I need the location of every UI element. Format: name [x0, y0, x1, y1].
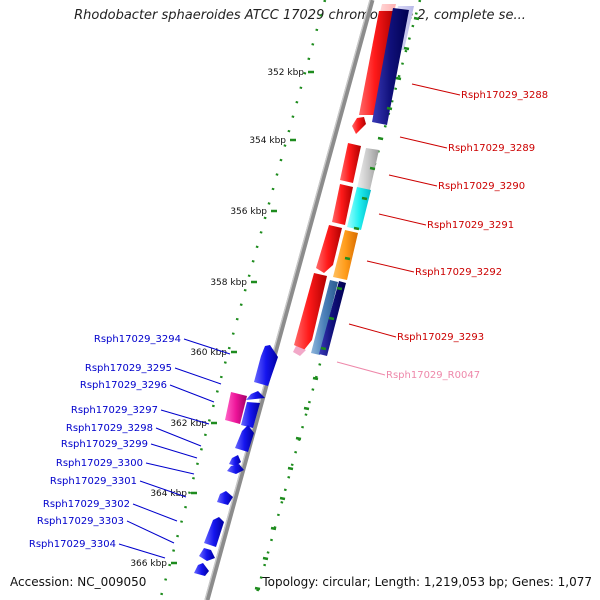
gene-leader-line: [399, 136, 448, 149]
gene-label[interactable]: Rsph17029_3289: [448, 143, 535, 154]
gene-leader-line: [150, 443, 198, 459]
kbp-tick-label: 362 kbp: [170, 419, 207, 429]
gene-label[interactable]: Rsph17029_3297: [71, 405, 158, 416]
outer-tick-mark: [279, 496, 286, 501]
gene-3299-arrow: [229, 455, 241, 466]
chromosome-backbone-highlight: [204, 0, 371, 600]
gene-3291-arrow: [332, 184, 353, 225]
outer-tick-mark: [270, 526, 277, 531]
gene-label[interactable]: Rsph17029_3304: [29, 539, 116, 550]
kbp-tick-label: 354 kbp: [249, 136, 286, 146]
gene-leader-line: [336, 361, 386, 376]
outer-tick-mark: [287, 466, 294, 471]
gene-label[interactable]: Rsph17029_3300: [56, 458, 143, 469]
gene-leader-line: [126, 520, 175, 544]
gene-3292-arrow: [316, 225, 342, 273]
gene-label[interactable]: Rsph17029_3302: [43, 499, 130, 510]
outer-tick-mark: [328, 316, 335, 321]
gene-3290-arrow: [340, 143, 361, 183]
outer-tick-mark: [254, 586, 261, 591]
gene-label[interactable]: Rsph17029_3292: [415, 267, 502, 278]
gene-leader-line: [145, 462, 195, 475]
outer-tick-mark: [303, 406, 310, 411]
gene-label[interactable]: Rsph17029_3303: [37, 516, 124, 527]
kbp-tick-label: 352 kbp: [267, 68, 304, 78]
gene-leader-line: [411, 83, 461, 96]
outer-tick-mark: [413, 16, 420, 21]
gene-leader-line: [118, 543, 166, 559]
gene-leader-line: [378, 213, 427, 226]
rna-R0047-mark: [293, 346, 306, 356]
gene-label[interactable]: Rsph17029_3288: [461, 90, 548, 101]
kbp-tick-label: 366 kbp: [130, 559, 167, 569]
gene-leader-line: [139, 480, 187, 498]
outer-tick-mark: [336, 286, 343, 291]
gene-label[interactable]: Rsph17029_3296: [80, 380, 167, 391]
accession-text: Accession: NC_009050: [10, 575, 147, 589]
gene-label[interactable]: Rsph17029_3298: [66, 423, 153, 434]
gene-3290-cog-bar: [357, 148, 379, 190]
gene-leader-line: [155, 427, 202, 447]
outer-tick-mark: [361, 196, 368, 201]
outer-tick-mark: [320, 346, 327, 351]
gene-3300-arrow: [227, 464, 244, 474]
kbp-tick-label: 364 kbp: [150, 489, 187, 499]
kbp-tick-group: 352 kbp 354 kbp 356 kbp 358 kbp 360 kbp 362 k…: [130, 16, 420, 591]
inner-guide-dots: [158, 0, 327, 600]
gene-label[interactable]: Rsph17029_3293: [397, 332, 484, 343]
outer-tick-mark: [386, 106, 393, 111]
gene-3304-arrow: [194, 563, 209, 576]
gene-label[interactable]: Rsph17029_3291: [427, 220, 514, 231]
gene-3288-arrow: [359, 11, 394, 115]
gene-3302-arrow: [204, 517, 224, 547]
summary-text: Topology: circular; Length: 1,219,053 bp…: [262, 575, 592, 589]
gene-3293-arrow: [294, 273, 327, 350]
right-gene-labels: Rsph17029_3288 Rsph17029_3289 Rsph17029_32…: [336, 83, 548, 381]
outer-tick-mark: [312, 376, 319, 381]
outer-tick-mark: [395, 76, 402, 81]
gene-label[interactable]: Rsph17029_3301: [50, 476, 137, 487]
gene-leader-line: [132, 503, 178, 522]
gene-leader-line: [160, 409, 210, 425]
gene-label[interactable]: Rsph17029_3294: [94, 334, 181, 345]
gene-leader-line: [348, 323, 397, 338]
chromosome-backbone: [204, 0, 375, 600]
gene-3292-cog-bar: [333, 230, 358, 280]
outer-tick-mark: [295, 436, 302, 441]
gene-leader-line: [183, 338, 231, 355]
outer-tick-mark: [377, 136, 384, 141]
gene-3296-arrow: [246, 391, 265, 400]
gene-3288-cog-bar: [372, 8, 409, 125]
gene-3301-arrow: [217, 491, 233, 505]
kbp-tick-label: 356 kbp: [230, 207, 267, 217]
left-gene-labels: Rsph17029_3294 Rsph17029_3295 Rsph17029_32…: [29, 334, 231, 559]
outer-tick-mark: [262, 556, 269, 561]
gene-3289-arrow: [352, 117, 366, 134]
gene-3297-arrow: [241, 402, 260, 428]
outer-tick-mark: [353, 226, 360, 231]
gene-3293-cog-bar-a: [311, 280, 338, 355]
gene-label[interactable]: Rsph17029_3295: [85, 363, 172, 374]
gene-3303-arrow: [199, 548, 215, 561]
outer-tick-mark: [369, 166, 376, 171]
gene-3298-arrow: [235, 425, 254, 452]
gene-label[interactable]: Rsph17029_3290: [438, 181, 525, 192]
outer-tick-mark: [403, 46, 410, 51]
kbp-tick-label: 360 kbp: [190, 348, 227, 358]
gene-label[interactable]: Rsph17029_3299: [61, 439, 148, 450]
gene-leader-line: [366, 260, 415, 273]
gene-leader-line: [174, 367, 222, 385]
map-title: Rhodobacter sphaeroides ATCC 17029 chrom…: [74, 8, 526, 23]
gene-leader-line: [388, 174, 438, 187]
gene-3294-arrow: [254, 345, 278, 386]
gene-leader-line: [169, 384, 215, 403]
gene-3297-magenta: [225, 392, 247, 424]
kbp-tick-label: 358 kbp: [210, 278, 247, 288]
gene-label[interactable]: Rsph17029_R0047: [386, 370, 480, 381]
outer-tick-mark: [344, 256, 351, 261]
